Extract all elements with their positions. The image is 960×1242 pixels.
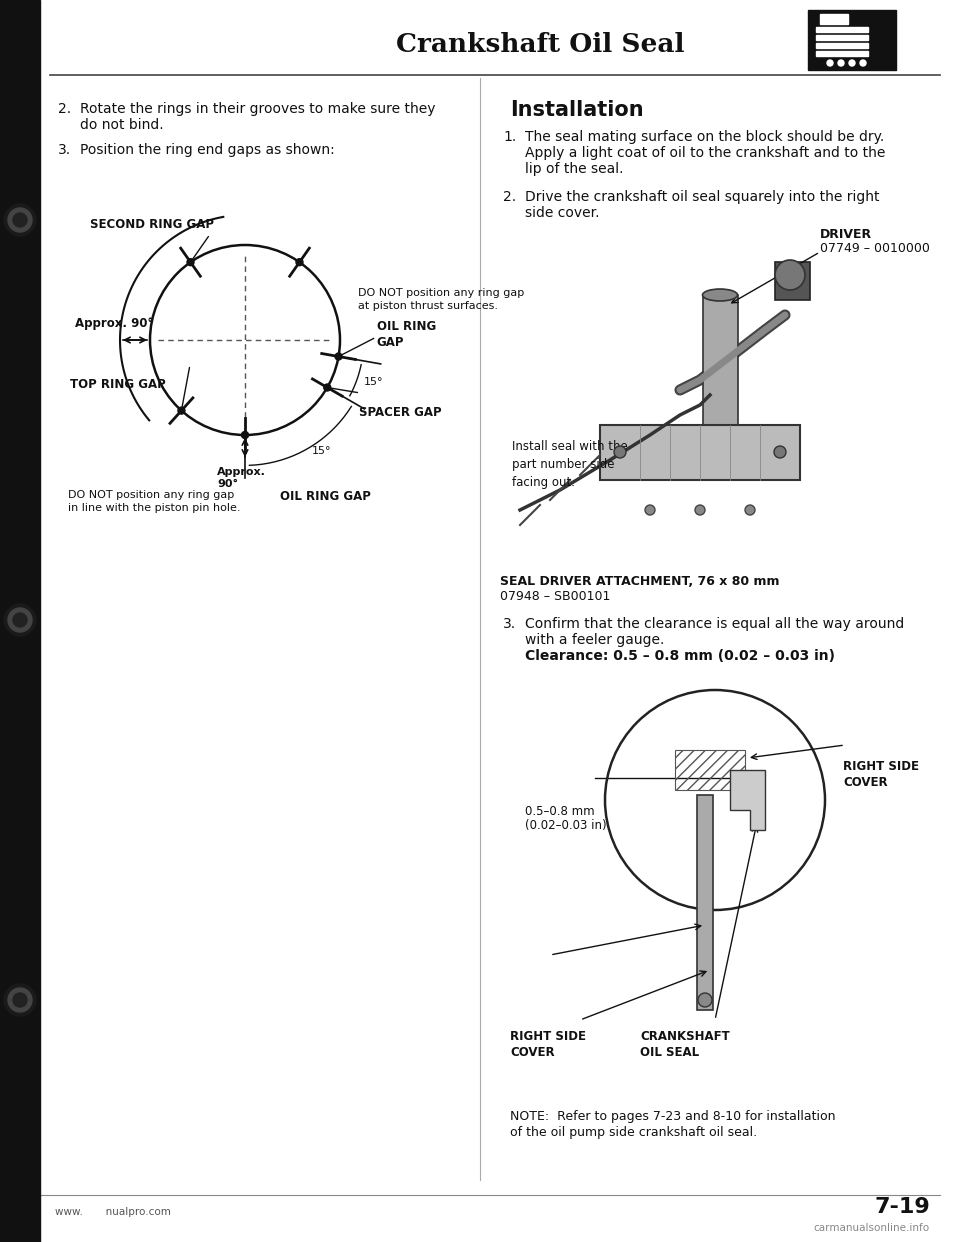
Text: 07948 – SB00101: 07948 – SB00101 (500, 590, 611, 604)
Circle shape (745, 505, 755, 515)
Circle shape (13, 212, 27, 227)
Text: DRIVER: DRIVER (820, 229, 872, 241)
Bar (775, 262, 810, 301)
Text: DO NOT position any ring gap
at piston thrust surfaces.: DO NOT position any ring gap at piston t… (358, 288, 524, 310)
Text: 07749 – 0010000: 07749 – 0010000 (820, 242, 930, 255)
Circle shape (8, 609, 32, 632)
Bar (816, 43, 868, 48)
Text: Approx. 90°: Approx. 90° (75, 317, 154, 330)
Text: do not bind.: do not bind. (80, 118, 163, 132)
Circle shape (335, 353, 342, 360)
Text: Position the ring end gaps as shown:: Position the ring end gaps as shown: (80, 143, 335, 156)
Text: Apply a light coat of oil to the crankshaft and to the: Apply a light coat of oil to the cranksh… (525, 147, 885, 160)
Circle shape (324, 384, 331, 391)
Text: Approx.
90°: Approx. 90° (217, 467, 266, 489)
Bar (697, 795, 713, 1010)
Circle shape (178, 407, 185, 414)
Text: carmanualsonline.info: carmanualsonline.info (814, 1223, 930, 1233)
Bar (816, 35, 868, 40)
Circle shape (614, 446, 626, 458)
Text: 7-19: 7-19 (875, 1197, 930, 1217)
Text: SPACER GAP: SPACER GAP (359, 405, 442, 419)
Circle shape (775, 260, 805, 289)
Circle shape (242, 431, 249, 438)
Text: 15°: 15° (312, 446, 331, 456)
Circle shape (13, 614, 27, 627)
Text: SECOND RING GAP: SECOND RING GAP (90, 217, 214, 231)
Text: Drive the crankshaft oil seal squarely into the right: Drive the crankshaft oil seal squarely i… (525, 190, 879, 204)
Bar (820, 14, 848, 24)
Text: 3.: 3. (503, 617, 516, 631)
Text: NOTE:  Refer to pages 7-23 and 8-10 for installation: NOTE: Refer to pages 7-23 and 8-10 for i… (510, 1110, 835, 1123)
Text: Clearance: 0.5 – 0.8 mm (0.02 – 0.03 in): Clearance: 0.5 – 0.8 mm (0.02 – 0.03 in) (525, 650, 835, 663)
Ellipse shape (703, 289, 737, 301)
Circle shape (4, 604, 36, 636)
Text: 15°: 15° (364, 376, 384, 386)
Text: OIL RING GAP: OIL RING GAP (280, 491, 371, 503)
Bar (816, 51, 868, 56)
Text: The seal mating surface on the block should be dry.: The seal mating surface on the block sho… (525, 130, 884, 144)
Circle shape (827, 60, 833, 66)
Polygon shape (730, 770, 765, 830)
Text: TOP RING GAP: TOP RING GAP (70, 378, 166, 391)
Text: RIGHT SIDE
COVER: RIGHT SIDE COVER (843, 760, 919, 789)
Text: DO NOT position any ring gap
in line with the piston pin hole.: DO NOT position any ring gap in line wit… (68, 491, 241, 513)
Text: 1.: 1. (503, 130, 516, 144)
Text: with a feeler gauge.: with a feeler gauge. (525, 633, 664, 647)
Bar (703, 296, 738, 425)
Circle shape (698, 994, 712, 1007)
Text: CRANKSHAFT
OIL SEAL: CRANKSHAFT OIL SEAL (640, 1030, 730, 1059)
Text: (0.02–0.03 in): (0.02–0.03 in) (525, 818, 607, 832)
Bar (808, 10, 896, 70)
Text: Rotate the rings in their grooves to make sure they: Rotate the rings in their grooves to mak… (80, 102, 436, 116)
Circle shape (849, 60, 855, 66)
Circle shape (4, 204, 36, 236)
Text: of the oil pump side crankshaft oil seal.: of the oil pump side crankshaft oil seal… (510, 1126, 757, 1139)
Text: 3.: 3. (58, 143, 71, 156)
Circle shape (296, 258, 303, 266)
Text: SEAL DRIVER ATTACHMENT, 76 x 80 mm: SEAL DRIVER ATTACHMENT, 76 x 80 mm (500, 575, 780, 587)
Text: side cover.: side cover. (525, 206, 599, 220)
Circle shape (4, 984, 36, 1016)
Text: lip of the seal.: lip of the seal. (525, 161, 623, 176)
Circle shape (8, 987, 32, 1012)
Circle shape (13, 994, 27, 1007)
Text: www.       nualpro.com: www. nualpro.com (55, 1207, 171, 1217)
Circle shape (645, 505, 655, 515)
Text: Installation: Installation (510, 101, 643, 120)
Text: 2.: 2. (503, 190, 516, 204)
Circle shape (774, 446, 786, 458)
Text: 0.5–0.8 mm: 0.5–0.8 mm (525, 805, 594, 818)
Text: Install seal with the
part number side
facing out.: Install seal with the part number side f… (512, 440, 628, 489)
Bar (0, 0, 40, 1242)
Text: Crankshaft Oil Seal: Crankshaft Oil Seal (396, 32, 684, 57)
Text: RIGHT SIDE
COVER: RIGHT SIDE COVER (510, 1030, 586, 1059)
Circle shape (838, 60, 844, 66)
Bar (600, 425, 800, 479)
Circle shape (860, 60, 866, 66)
Circle shape (695, 505, 705, 515)
Bar (816, 27, 868, 32)
Circle shape (8, 207, 32, 232)
Text: 2.: 2. (58, 102, 71, 116)
Circle shape (187, 258, 194, 266)
Text: OIL RING
GAP: OIL RING GAP (376, 320, 436, 349)
Text: Confirm that the clearance is equal all the way around: Confirm that the clearance is equal all … (525, 617, 904, 631)
